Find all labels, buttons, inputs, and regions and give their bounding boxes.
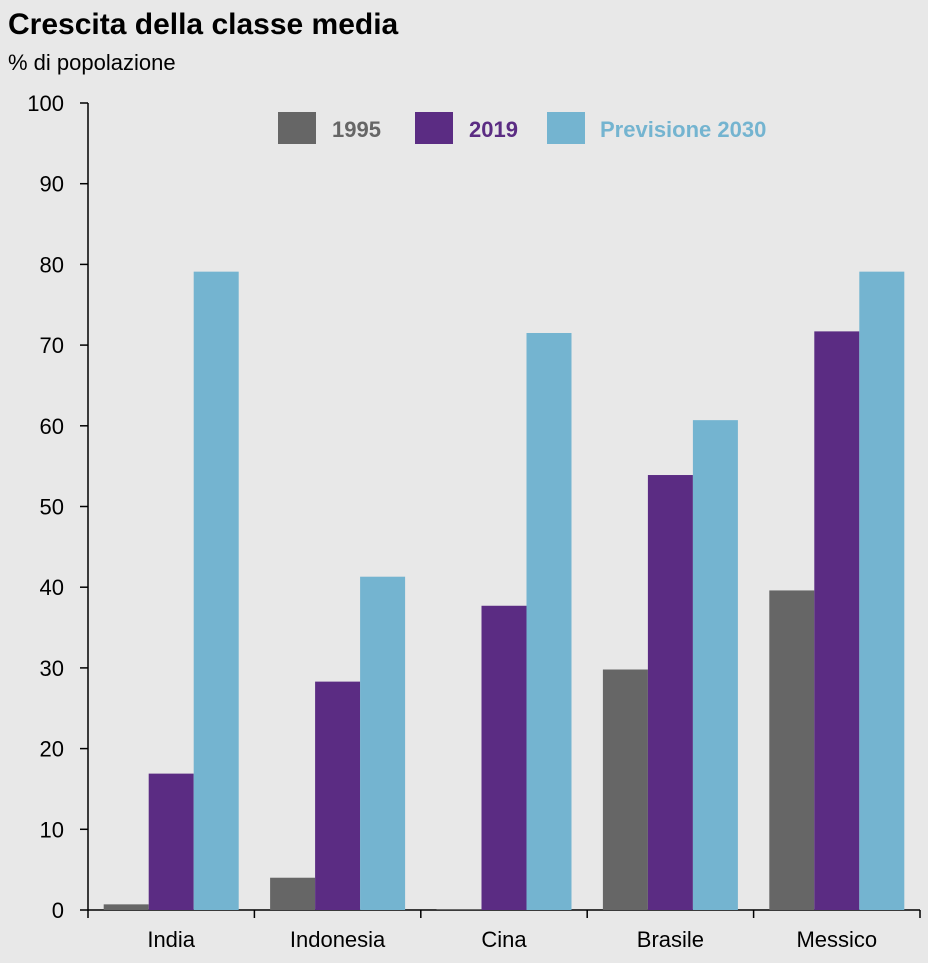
y-tick-label: 20 — [40, 737, 64, 762]
bar — [360, 576, 406, 910]
legend-label: 2019 — [469, 117, 518, 142]
legend-label: 1995 — [332, 117, 381, 142]
y-tick-label: 30 — [40, 656, 64, 681]
y-tick-label: 0 — [52, 898, 64, 923]
x-category-label: Cina — [481, 927, 527, 952]
bar — [647, 475, 693, 910]
x-category-label: Indonesia — [290, 927, 386, 952]
y-tick-label: 40 — [40, 575, 64, 600]
y-tick-label: 90 — [40, 172, 64, 197]
bar — [481, 605, 527, 910]
legend-label: Previsione 2030 — [600, 117, 766, 142]
chart-title: Crescita della classe media — [8, 8, 399, 41]
y-tick-label: 80 — [40, 252, 64, 277]
bar — [814, 331, 860, 911]
bar — [193, 271, 239, 911]
bar — [526, 332, 572, 910]
legend-swatch — [278, 112, 316, 144]
y-tick-label: 50 — [40, 495, 64, 520]
y-tick-label: 100 — [27, 91, 64, 116]
x-category-label: Brasile — [637, 927, 704, 952]
bar — [602, 669, 648, 910]
x-category-label: Messico — [796, 927, 877, 952]
y-tick-label: 10 — [40, 817, 64, 842]
bar — [692, 420, 738, 910]
bar — [315, 681, 361, 910]
y-tick-label: 70 — [40, 333, 64, 358]
y-tick-label: 60 — [40, 414, 64, 439]
chart-subtitle: % di popolazione — [8, 50, 176, 75]
x-category-label: India — [147, 927, 195, 952]
bar — [270, 877, 316, 910]
bar — [769, 590, 815, 910]
bar — [859, 271, 905, 911]
bar — [103, 904, 149, 910]
bar — [436, 909, 482, 910]
legend-swatch — [547, 112, 585, 144]
legend-swatch — [415, 112, 453, 144]
bar — [148, 773, 194, 910]
